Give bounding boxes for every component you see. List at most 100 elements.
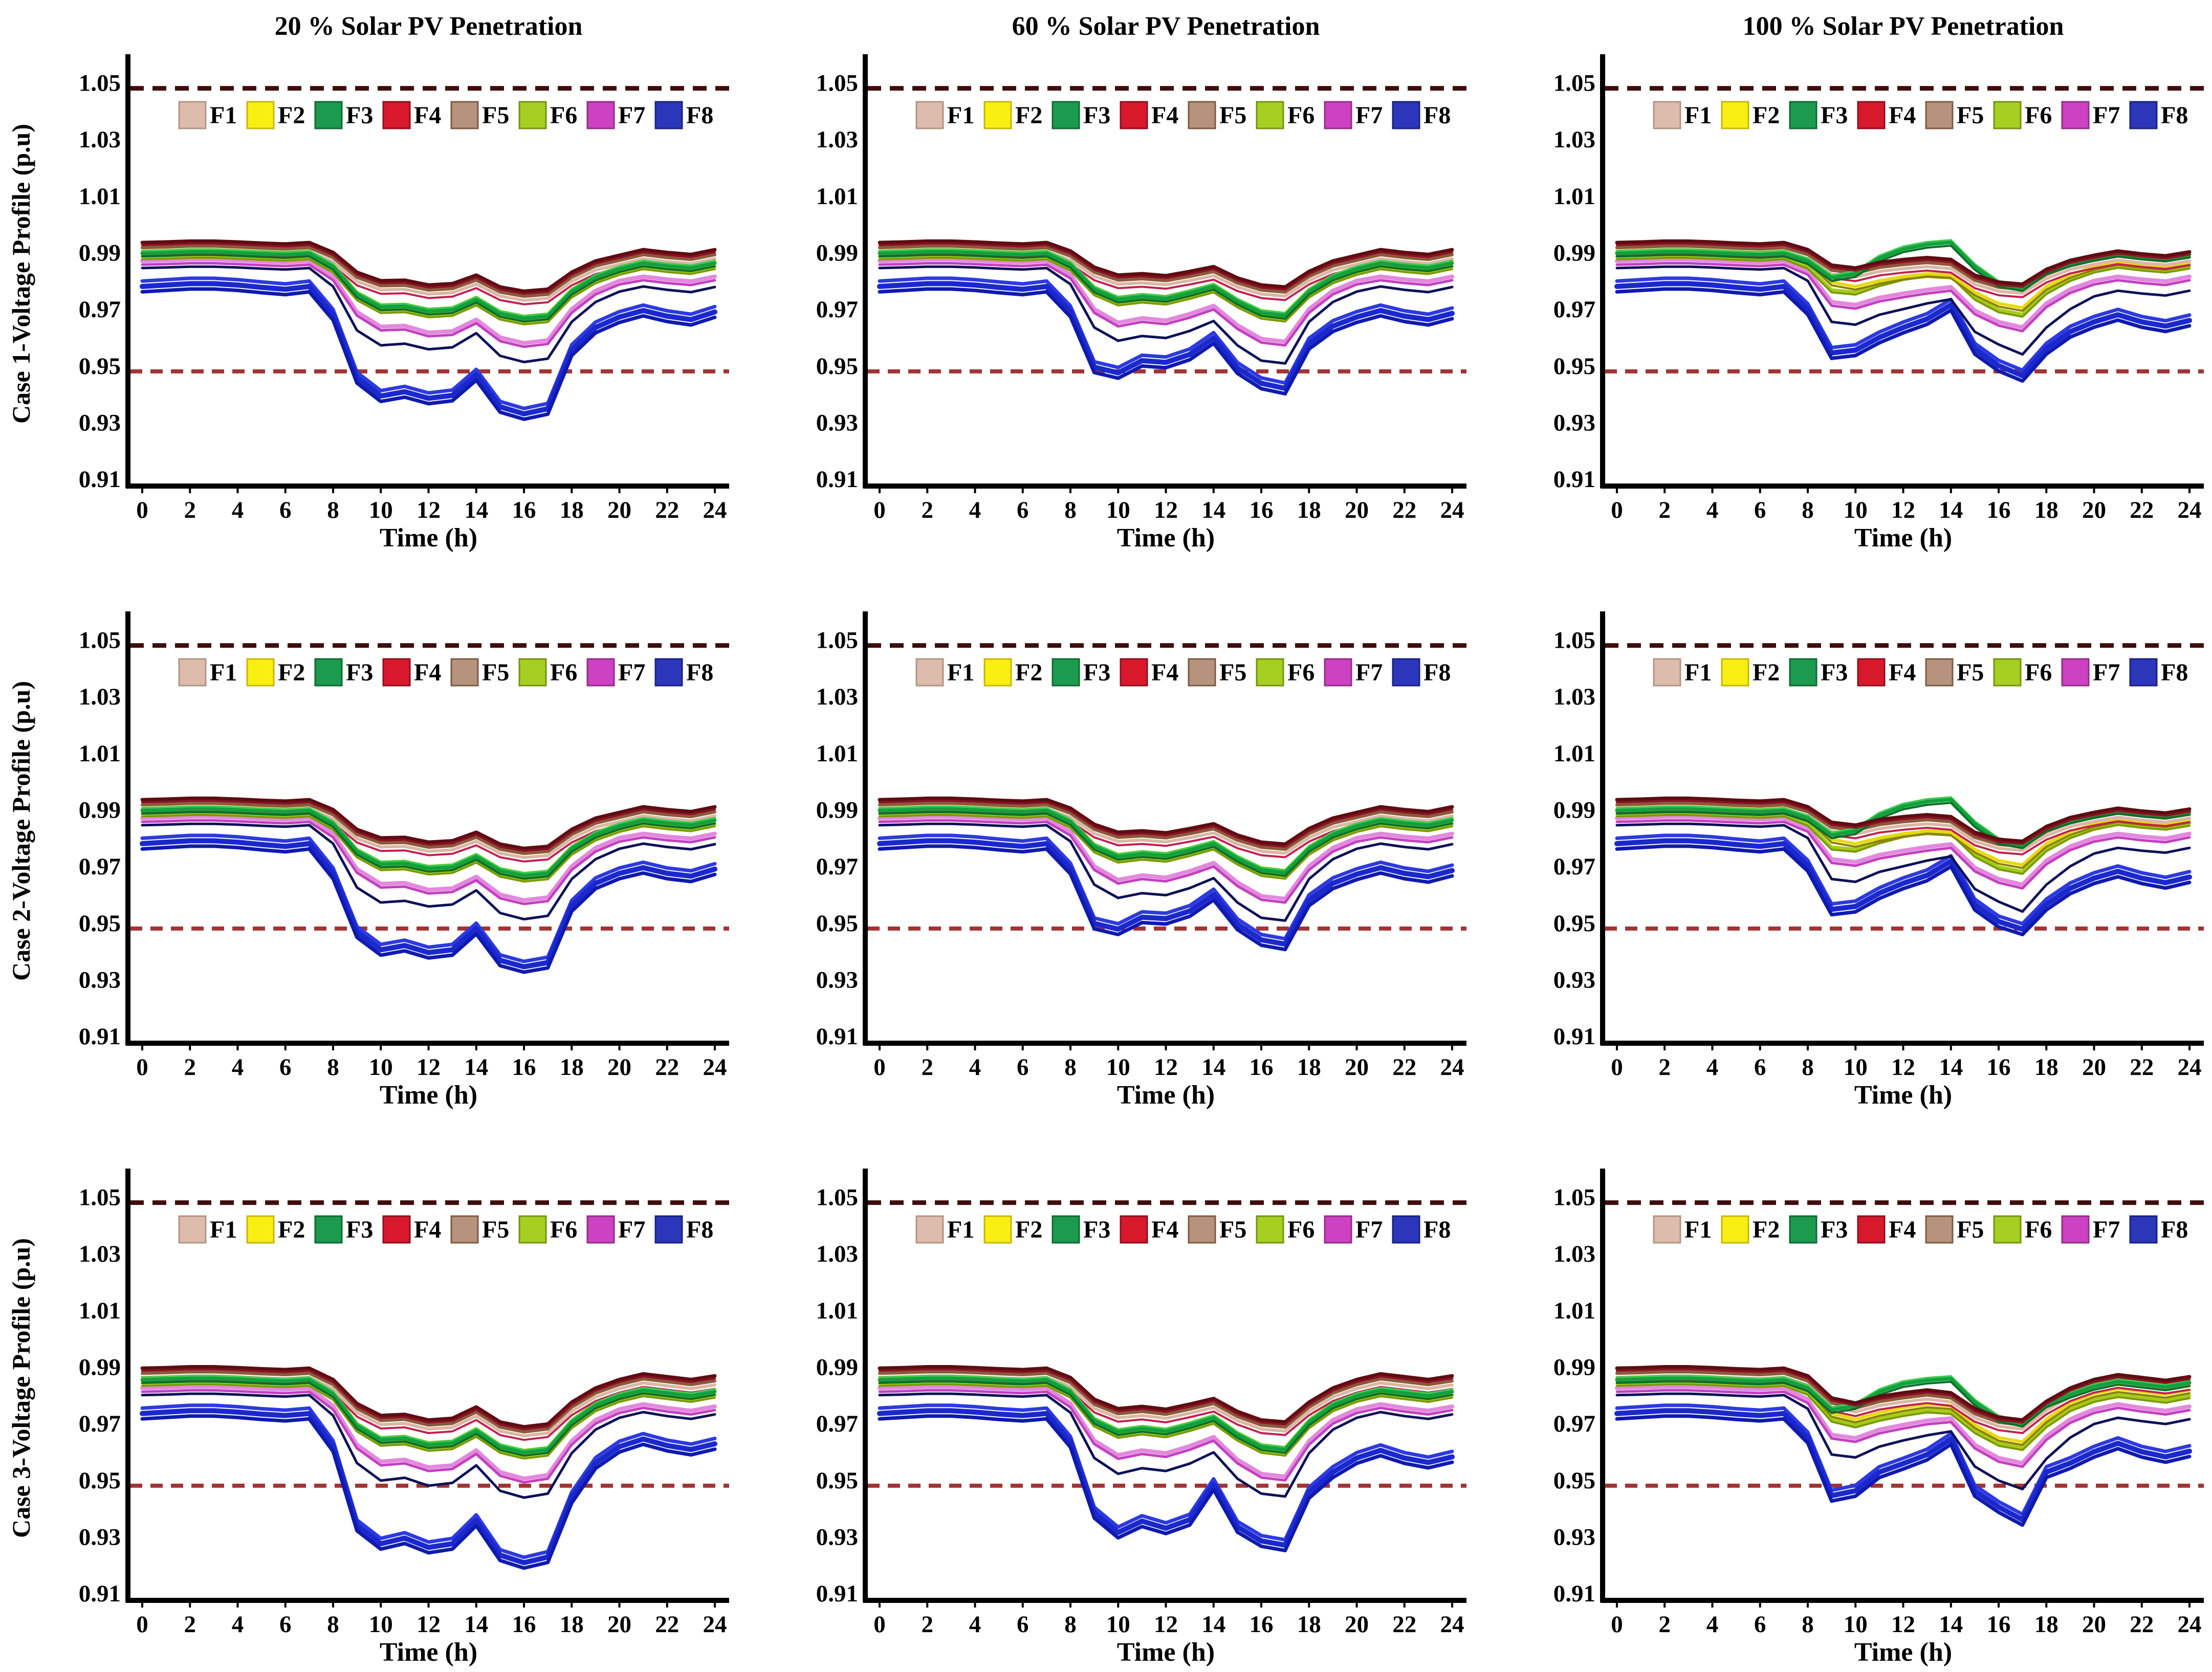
legend-swatch-F5	[450, 658, 479, 687]
legend-swatch-F7	[2061, 658, 2090, 687]
series-F8-line	[140, 838, 717, 970]
x-tick-label: 2	[1658, 1611, 1671, 1638]
x-tick-label: 0	[1611, 497, 1623, 523]
series-F4-line	[1616, 800, 2191, 845]
x-tick-label: 2	[184, 1054, 196, 1081]
x-tick-label: 8	[1064, 497, 1077, 523]
x-tick-label: 2	[1658, 497, 1671, 523]
series-F3-line	[1616, 245, 2191, 292]
y-tick-label: 0.99	[79, 240, 121, 267]
legend-label-F1: F1	[947, 1216, 974, 1243]
x-tick-label: 14	[464, 1054, 488, 1081]
legend-swatch-F4	[382, 101, 411, 129]
series-F8-line	[1615, 833, 2192, 926]
y-tick-label: 1.01	[816, 183, 858, 210]
series-F4-line	[141, 800, 716, 852]
legend-swatch-F4	[1857, 101, 1886, 129]
legend-swatch-F2	[1721, 658, 1749, 687]
legend-label-F2: F2	[1015, 102, 1042, 129]
y-tick-label: 1.01	[816, 740, 858, 767]
y-tick-label: 1.01	[79, 1297, 121, 1324]
legend-swatch-F2	[983, 101, 1012, 129]
x-tick-label: 18	[1297, 497, 1321, 523]
legend-label-F1: F1	[1684, 1216, 1712, 1243]
legend-swatch-F3	[1052, 1215, 1080, 1244]
legend-label-F7: F7	[2093, 1216, 2120, 1243]
x-tick-label: 20	[2082, 1054, 2106, 1081]
series-F3-line	[140, 1376, 717, 1455]
y-tick-label: 0.95	[79, 353, 121, 380]
legend-label-F6: F6	[2025, 102, 2052, 129]
legend-label-F3: F3	[1083, 1216, 1110, 1243]
x-tick-label: 6	[1017, 1054, 1029, 1081]
legend-label-F4: F4	[414, 102, 441, 129]
legend-label-F8: F8	[686, 659, 713, 686]
series-F3-line	[879, 254, 1453, 320]
chart-title: 20 % Solar PV Penetration	[275, 12, 583, 41]
x-tick-label: 8	[327, 1611, 339, 1638]
legend-label-F4: F4	[1889, 1216, 1916, 1243]
x-tick-label: 18	[560, 497, 584, 523]
series-F7-line	[878, 815, 1454, 901]
legend-label-F5: F5	[1219, 1216, 1246, 1243]
legend-swatch-F8	[1392, 101, 1420, 129]
chart-canvas: 1.051.031.010.990.970.950.930.910 2 4 6 8 10 1…	[816, 1169, 1466, 1667]
legend-swatch-F7	[1324, 101, 1352, 129]
legend-swatch-F7	[1324, 658, 1352, 687]
y-tick-label: 0.91	[816, 466, 858, 493]
legend-label-F5: F5	[1219, 659, 1246, 686]
legend-label-F7: F7	[618, 102, 645, 129]
legend-swatch-F8	[1392, 1215, 1420, 1244]
series-F7-line	[141, 262, 716, 348]
series-F7-line	[878, 819, 1454, 904]
series-F8-line	[1614, 1408, 2192, 1523]
series-F4-line	[879, 800, 1453, 848]
x-tick-label: 20	[2082, 1611, 2106, 1638]
chart-canvas: 1.051.031.010.990.970.950.930.910 2 4 6 8 10 1…	[1553, 12, 2204, 553]
y-tick-label: 0.99	[1553, 240, 1595, 267]
series-F8-line	[1615, 1414, 2192, 1527]
series-F8b-line	[1615, 822, 2191, 913]
x-tick-label: 24	[703, 497, 727, 523]
legend-label-F7: F7	[2093, 659, 2120, 686]
y-tick-label: 0.95	[79, 910, 121, 937]
y-tick-label: 0.99	[816, 240, 858, 267]
y-tick-label: 0.97	[79, 296, 121, 323]
x-tick-label: 18	[2034, 497, 2058, 523]
x-tick-label: 24	[2178, 1054, 2202, 1081]
series-F4-line	[1616, 1368, 2191, 1424]
series-F8-line	[140, 287, 717, 421]
legend-label-F6: F6	[550, 659, 577, 686]
y-tick-label: 1.03	[1553, 1241, 1595, 1267]
y-tick-label: 0.95	[1553, 910, 1595, 937]
series-F7-line	[878, 262, 1454, 347]
series-F4-line	[1616, 243, 2191, 288]
x-tick-label: 12	[1154, 1611, 1178, 1638]
legend-label-F3: F3	[1821, 659, 1848, 686]
series-F8-line	[140, 844, 717, 974]
x-tick-label: 22	[1392, 1611, 1416, 1638]
x-tick-label: 18	[560, 1054, 584, 1081]
series-F8-line	[140, 1403, 717, 1559]
y-tick-label: 0.99	[1553, 797, 1595, 824]
y-tick-label: 0.93	[79, 410, 121, 436]
legend-label-F7: F7	[618, 1216, 645, 1243]
legend-swatch-F1	[178, 101, 207, 129]
x-tick-label: 14	[1939, 497, 1963, 523]
series-F3-line	[1616, 802, 2191, 849]
x-tick-label: 2	[184, 1611, 196, 1638]
x-tick-label: 16	[1250, 1054, 1274, 1081]
x-tick-label: 2	[921, 1611, 933, 1638]
legend-label-F2: F2	[1015, 1216, 1042, 1243]
y-tick-label: 0.97	[79, 853, 121, 880]
x-tick-label: 18	[1297, 1054, 1321, 1081]
legend-swatch-F1	[915, 658, 944, 687]
legend-swatch-F8	[1392, 658, 1420, 687]
series-F6-line	[1616, 1383, 2191, 1451]
legend-swatch-F1	[915, 1215, 944, 1244]
x-tick-label: 4	[969, 497, 981, 523]
chart-canvas: 1.051.031.010.990.970.950.930.910 2 4 6 8 10 1…	[816, 611, 1466, 1110]
x-tick-label: 20	[1345, 497, 1369, 523]
x-tick-label: 24	[2178, 497, 2202, 523]
legend-swatch-F2	[983, 1215, 1012, 1244]
